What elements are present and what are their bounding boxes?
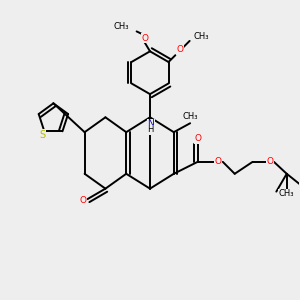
Text: CH₃: CH₃	[114, 22, 129, 31]
Text: O: O	[267, 158, 274, 166]
Text: H: H	[147, 125, 154, 134]
Text: N: N	[147, 119, 154, 128]
Text: CH₃: CH₃	[279, 190, 295, 199]
Text: CH₃: CH₃	[194, 32, 209, 41]
Text: CH₃: CH₃	[183, 112, 199, 121]
Text: O: O	[194, 134, 201, 143]
Text: O: O	[141, 34, 148, 43]
Text: O: O	[176, 45, 183, 54]
Text: S: S	[40, 130, 46, 140]
Text: O: O	[215, 158, 222, 166]
Text: O: O	[80, 196, 87, 205]
